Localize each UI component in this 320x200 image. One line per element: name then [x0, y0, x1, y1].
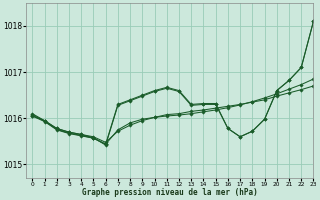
X-axis label: Graphe pression niveau de la mer (hPa): Graphe pression niveau de la mer (hPa) — [82, 188, 258, 197]
